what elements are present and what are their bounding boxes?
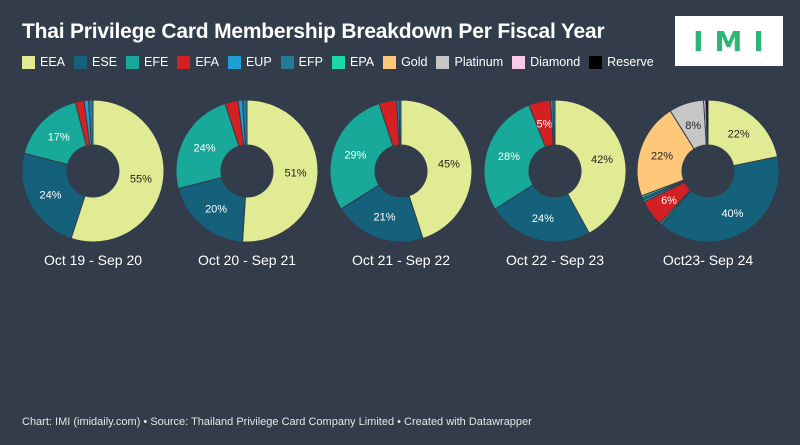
legend-item-efa: EFA: [177, 55, 219, 69]
data-label: 24%: [39, 189, 61, 201]
legend-swatch: [280, 55, 294, 69]
slice-efe: [483, 104, 547, 210]
legend-item-eea: EEA: [22, 55, 65, 69]
data-label: 17%: [48, 132, 70, 144]
donut-chart-4: 42% 24% 28% 5% Oct 22 - Sep 23: [483, 99, 627, 268]
legend-label: ESE: [92, 55, 118, 69]
chart-period-label: Oct 21 - Sep 22: [352, 252, 450, 268]
legend-item-eup: EUP: [227, 55, 272, 69]
slice-eea: [554, 99, 627, 234]
chart-period-label: Oct 20 - Sep 21: [198, 252, 296, 268]
data-label: 55%: [130, 174, 152, 186]
legend-label: Platinum: [454, 55, 504, 69]
legend-label: Reserve: [607, 55, 654, 69]
slice-efe: [329, 102, 394, 210]
chart-period-label: Oct23- Sep 24: [663, 252, 753, 268]
legend-label: EFP: [298, 55, 323, 69]
legend-item-platinum: Platinum: [436, 55, 503, 69]
chart-period-label: Oct 22 - Sep 23: [506, 252, 604, 268]
legend-label: EUP: [245, 55, 272, 69]
slice-ese: [494, 184, 590, 243]
data-label: 24%: [532, 213, 554, 225]
slice-efp: [242, 99, 248, 146]
legend-label: EFE: [144, 55, 169, 69]
chart-period-label: Oct 19 - Sep 20: [44, 252, 142, 268]
data-label: 24%: [193, 143, 215, 155]
donut-chart-5: 22% 40% 6% 22% 8% Oct23- Sep 24: [636, 99, 780, 268]
slice-ese: [177, 176, 246, 243]
legend-item-diamond: Diamond: [512, 55, 580, 69]
data-label: 45%: [438, 158, 460, 170]
legend-label: Diamond: [530, 55, 581, 69]
legend-swatch: [331, 55, 345, 69]
slice-gold: [636, 110, 695, 197]
legend-swatch: [177, 55, 191, 69]
legend-swatch: [22, 55, 35, 69]
slice-efp: [398, 99, 402, 146]
data-label: 21%: [374, 212, 396, 224]
slice-eea: [707, 99, 779, 167]
slice-reserve: [705, 99, 709, 146]
chart-title: Thai Privilege Card Membership Breakdown…: [22, 20, 605, 43]
slice-ese: [21, 152, 86, 240]
data-label: 40%: [721, 208, 743, 220]
legend-swatch: [383, 55, 397, 69]
legend-label: EFA: [195, 55, 219, 69]
legend-item-efe: EFE: [126, 55, 168, 69]
legend-item-reserve: Reserve: [589, 55, 654, 69]
legend-label: EEA: [40, 55, 66, 69]
slice-efp: [88, 99, 94, 146]
legend-swatch: [126, 55, 140, 69]
data-label: 20%: [205, 203, 227, 215]
slice-ese: [340, 184, 424, 243]
legend-item-epa: EPA: [331, 55, 375, 69]
legend-label: EPA: [349, 55, 375, 69]
slice-eea: [242, 99, 319, 243]
slice-eea: [70, 99, 165, 243]
footer-credits: Chart: IMI (imidaily.com) • Source: Thai…: [22, 416, 532, 428]
legend-swatch: [589, 55, 603, 69]
data-label: 28%: [498, 151, 520, 163]
slice-ese: [660, 156, 780, 243]
donut-charts: 55% 24% 17% Oct 19 - Sep 20 51% 20% 24% Oct 20 …: [21, 99, 780, 268]
legend-label: Gold: [401, 55, 428, 69]
legend-swatch: [227, 55, 241, 69]
donut-chart-1: 55% 24% 17% Oct 19 - Sep 20: [21, 99, 165, 268]
data-label: 22%: [728, 128, 750, 140]
data-label: 6%: [661, 195, 677, 207]
data-label: 29%: [344, 150, 366, 162]
logo-text: IMI: [693, 24, 775, 58]
legend-swatch: [436, 55, 450, 69]
data-label: 5%: [536, 119, 552, 131]
data-label: 51%: [284, 168, 306, 180]
data-label: 22%: [651, 150, 673, 162]
legend-swatch: [512, 55, 526, 69]
slice-efp: [552, 99, 556, 146]
legend: EEA ESE EFE EFA EUP EFP EPA Gold Platinum Diamond…: [22, 55, 663, 69]
data-label: 42%: [591, 154, 613, 166]
legend-item-efp: EFP: [280, 55, 323, 69]
donut-chart-2: 51% 20% 24% Oct 20 - Sep 21: [175, 99, 319, 268]
slice-efe: [175, 102, 240, 190]
donut-chart-3: 45% 21% 29% Oct 21 - Sep 22: [329, 99, 473, 268]
data-label: 8%: [685, 120, 701, 132]
legend-swatch: [74, 55, 88, 69]
legend-item-ese: ESE: [74, 55, 117, 69]
slice-eea: [400, 99, 473, 240]
imi-logo: IMI: [675, 16, 783, 66]
legend-item-gold: Gold: [383, 55, 427, 69]
